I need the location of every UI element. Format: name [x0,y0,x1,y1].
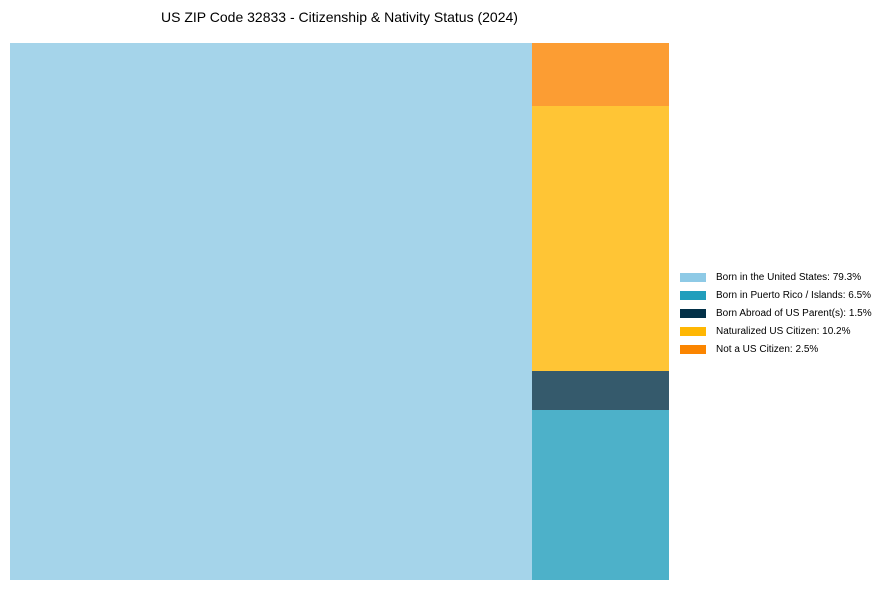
legend-item: Not a US Citizen: 2.5% [680,340,872,358]
treemap-tile [532,371,669,410]
legend-label: Not a US Citizen: 2.5% [716,343,819,355]
legend-label: Born in Puerto Rico / Islands: 6.5% [716,289,872,301]
chart-title: US ZIP Code 32833 - Citizenship & Nativi… [161,9,518,25]
legend-label: Born in the United States: 79.3% [716,271,862,283]
legend-item: Naturalized US Citizen: 10.2% [680,322,872,340]
legend-item: Born in Puerto Rico / Islands: 6.5% [680,286,872,304]
legend: Born in the United States: 79.3% Born in… [680,268,872,358]
legend-item: Born Abroad of US Parent(s): 1.5% [680,304,872,322]
legend-swatch [680,344,706,354]
treemap-tile [532,43,669,106]
legend-label: Born Abroad of US Parent(s): 1.5% [716,307,872,319]
legend-label: Naturalized US Citizen: 10.2% [716,325,851,337]
treemap-tile [532,410,669,580]
legend-swatch [680,326,706,336]
legend-swatch [680,272,706,282]
treemap-tile [10,43,532,580]
legend-item: Born in the United States: 79.3% [680,268,872,286]
treemap-tile [532,106,669,371]
legend-swatch [680,290,706,300]
legend-swatch [680,308,706,318]
